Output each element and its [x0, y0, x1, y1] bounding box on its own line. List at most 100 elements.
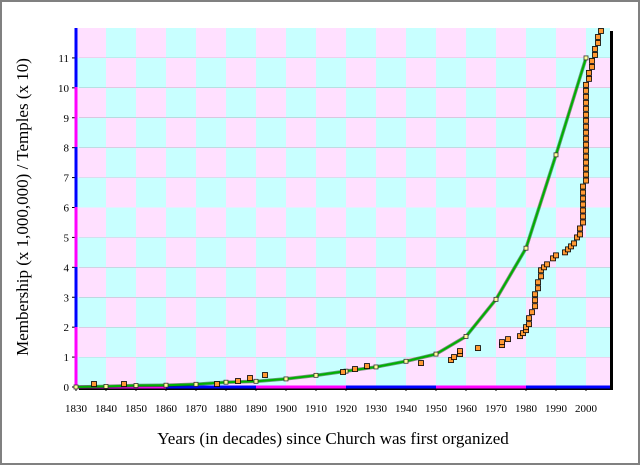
x-tick-label: 1950 — [425, 403, 448, 415]
temple-point — [532, 291, 538, 298]
checker-cell — [196, 207, 226, 238]
x-tick-label: 1900 — [275, 403, 298, 415]
y-tick-label: 3 — [64, 292, 70, 304]
checker-cell — [346, 237, 376, 268]
temple-point — [532, 303, 538, 310]
membership-point — [373, 364, 379, 370]
temple-point — [526, 315, 532, 322]
checker-cell — [106, 57, 136, 88]
checker-cell — [136, 177, 166, 208]
checker-cell — [316, 117, 346, 148]
checker-cell — [586, 267, 610, 298]
checker-cell — [256, 57, 286, 88]
temple-point — [583, 153, 589, 160]
checker-cell — [226, 237, 256, 268]
checker-cell — [406, 57, 436, 88]
temple-point — [583, 159, 589, 166]
x-axis-title: Years (in decades) since Church was firs… — [157, 429, 509, 448]
checker-cell — [136, 237, 166, 268]
checker-cell — [136, 57, 166, 88]
checker-cell — [256, 207, 286, 238]
x-tick-label: 1880 — [215, 403, 238, 415]
temple-point — [589, 63, 595, 70]
temple-point — [583, 93, 589, 100]
checker-cell — [316, 237, 346, 268]
checker-cell — [256, 28, 286, 58]
temple-point — [499, 339, 505, 346]
temple-point — [583, 135, 589, 142]
temple-point — [553, 252, 559, 259]
temple-point — [592, 46, 598, 52]
checker-cell — [436, 147, 466, 178]
checker-cell — [286, 57, 316, 88]
checker-cell — [526, 237, 556, 268]
checker-cell — [316, 207, 346, 238]
checker-cell — [556, 237, 586, 268]
x-tick-label: 1920 — [335, 403, 358, 415]
checker-cell — [466, 87, 496, 118]
checker-cell — [256, 177, 286, 208]
temple-point — [451, 354, 457, 360]
checker-cell — [166, 327, 196, 358]
temple-point — [520, 330, 526, 337]
temple-point — [577, 231, 583, 238]
checker-cell — [286, 87, 316, 118]
checker-cell — [286, 207, 316, 238]
temple-point — [235, 378, 241, 384]
temple-point — [535, 285, 541, 292]
checker-cell — [106, 117, 136, 148]
checker-cell — [196, 117, 226, 148]
temple-point — [580, 183, 586, 190]
checker-cell — [556, 327, 586, 358]
checker-cell — [166, 57, 196, 88]
checker-cell — [406, 267, 436, 298]
temple-point — [568, 243, 574, 250]
checker-cell — [76, 87, 106, 118]
checker-cell — [436, 237, 466, 268]
y-tick-label: 10 — [58, 83, 70, 95]
checker-cell — [496, 117, 526, 148]
checker-cell — [136, 147, 166, 178]
x-tick-label: 1960 — [455, 403, 478, 415]
x-tick-label: 1990 — [545, 403, 568, 415]
temple-point — [580, 201, 586, 208]
checker-cell — [76, 28, 106, 58]
checker-cell — [466, 357, 496, 387]
checker-cell — [226, 207, 256, 238]
checker-cell — [106, 297, 136, 328]
checker-cell — [496, 297, 526, 328]
temple-point — [583, 99, 589, 106]
checker-cell — [376, 117, 406, 148]
temple-point — [583, 87, 589, 94]
temple-point — [577, 225, 583, 232]
checker-cell — [586, 177, 610, 208]
checker-cell — [196, 327, 226, 358]
x-tick-label: 1910 — [305, 403, 328, 415]
checker-cell — [346, 297, 376, 328]
plot: 0 1 2 3 4 5 6 7 8 9 10 11 1830 1840 1850 1860 1870 1880 18… — [58, 28, 610, 415]
checker-cell — [586, 117, 610, 148]
checker-cell — [316, 177, 346, 208]
plot-background — [76, 28, 613, 390]
checker-cell — [526, 117, 556, 148]
y-tick-label: 5 — [64, 232, 70, 244]
checker-cell — [196, 147, 226, 178]
checker-cell — [586, 237, 610, 268]
checker-cell — [226, 297, 256, 328]
checker-cell — [286, 267, 316, 298]
checker-cell — [286, 117, 316, 148]
temple-point — [598, 28, 604, 34]
temple-point — [418, 360, 424, 366]
temple-point — [340, 369, 346, 375]
y-tick-label: 0 — [64, 382, 70, 394]
checker-cell — [106, 267, 136, 298]
checker-cell — [256, 297, 286, 328]
checker-cell — [76, 117, 106, 148]
membership-point — [463, 334, 469, 339]
checker-cell — [106, 237, 136, 268]
temple-point — [262, 372, 268, 378]
temple-point — [538, 267, 544, 274]
temple-point — [529, 309, 535, 316]
checker-cell — [226, 177, 256, 208]
checker-cell — [286, 147, 316, 178]
